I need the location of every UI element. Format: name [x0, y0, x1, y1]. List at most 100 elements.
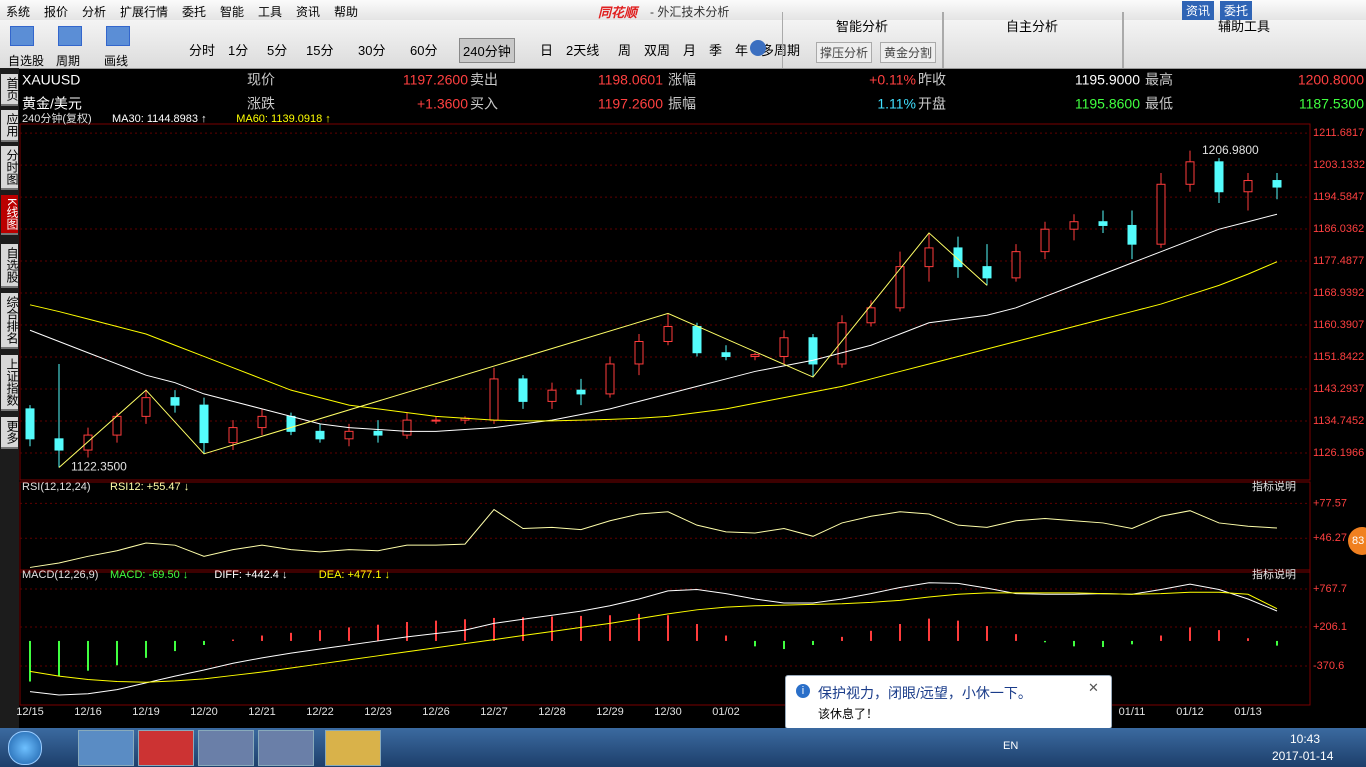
menu-item[interactable]: 报价 [44, 5, 69, 19]
tool-label[interactable]: 画线 [104, 54, 129, 68]
period-button[interactable]: 月 [683, 43, 697, 58]
candle-body [286, 415, 296, 432]
popup: i 保护视力，闭眼/远望，小休一下。 该休息了！ ✕ [785, 675, 1112, 729]
quote-cell: +0.11% [869, 72, 916, 88]
menu-item[interactable]: 工具 [258, 5, 283, 19]
candle-body [547, 389, 557, 402]
task-icon[interactable] [78, 730, 134, 766]
quote-cell: 1200.8000 [1298, 72, 1364, 88]
start-button[interactable] [8, 731, 42, 765]
menu-item[interactable]: 帮助 [334, 5, 359, 19]
quote-cell: 1198.0601 [598, 72, 663, 88]
panel-frame [19, 569, 1311, 706]
candle-body [808, 337, 818, 365]
quote-cell: 最高 [1145, 72, 1173, 88]
menu-item[interactable]: 委托 [182, 5, 207, 19]
popup-title: 保护视力，闭眼/远望，小休一下。 [818, 685, 1032, 701]
candle-body [1040, 228, 1050, 253]
y-tick-label: 1134.7452 [1313, 415, 1364, 427]
sidebar-tab[interactable]: 首页 [1, 74, 19, 106]
title-button[interactable]: 委托 [1220, 1, 1253, 20]
y-tick-label: +77.57 [1313, 497, 1347, 509]
y-tick-label: 1194.5847 [1313, 191, 1364, 203]
sidebar-tab[interactable]: K线图 [1, 195, 19, 236]
panel-button[interactable]: 黄金分割 [880, 42, 937, 63]
indicator-button: 指标说明 [1252, 567, 1296, 581]
x-tick-label: 12/22 [306, 706, 334, 718]
sidebar-tab[interactable]: 自选股 [1, 244, 19, 288]
task-icon[interactable] [325, 730, 381, 766]
panel [782, 12, 944, 68]
panel-title: 智能分析 [836, 19, 889, 34]
task-icon[interactable] [258, 730, 314, 766]
period-button[interactable]: 30分 [358, 43, 386, 58]
close-button[interactable]: ✕ [1088, 680, 1099, 695]
candle-body [895, 266, 905, 309]
panel-title: RSI(12,12,24) [22, 481, 90, 493]
candle-body [982, 266, 992, 279]
candle-body [402, 419, 412, 436]
settings-icon[interactable] [750, 40, 766, 56]
quote-cell: 昨收 [918, 72, 946, 88]
period-button[interactable]: 5分 [267, 43, 288, 58]
period-button[interactable]: 1分 [228, 43, 249, 58]
sidebar-tab[interactable]: 分时图 [1, 146, 19, 190]
candle-body [1185, 161, 1195, 185]
menu-item[interactable]: 资讯 [296, 5, 321, 19]
quote-cell: 1.11% [877, 96, 916, 112]
panel-title: 自主分析 [1006, 19, 1059, 34]
candle-body [344, 430, 354, 440]
quote-cell: 现价 [247, 72, 275, 88]
period-button[interactable]: 日 [540, 43, 554, 58]
period-button[interactable]: 年 [735, 43, 749, 58]
candle-body [1214, 161, 1224, 193]
legend-entry: MA60: 1139.0918 ↑ [236, 113, 331, 125]
panel-button[interactable]: 撑压分析 [816, 42, 873, 63]
sidebar-tab[interactable]: 更多 [1, 417, 19, 449]
title-button[interactable]: 资讯 [1182, 1, 1215, 20]
candle-body [605, 363, 615, 395]
menu-item[interactable]: 分析 [82, 5, 107, 19]
sidebar-tab[interactable]: 综合排名 [1, 293, 19, 349]
badge-text: 83 [1352, 535, 1364, 547]
sidebar-tab[interactable]: 应用 [1, 110, 19, 142]
chart-area: XAUUSD 现价 1197.2600 卖出 1198.0601 涨幅 +0.11% 昨收 11… [16, 72, 1366, 718]
window-title: - 外汇技术分析 [650, 5, 730, 19]
menu-bar: 同花顺 - 外汇技术分析 系统 报价 分析 扩展行情 委托 智能 工具 资讯 帮助 资讯 委托 [0, 0, 1366, 20]
tool-label[interactable]: 周期 [56, 54, 81, 68]
period-button[interactable]: 240分钟 [459, 38, 515, 63]
candle-body [112, 415, 122, 436]
period-button[interactable]: 60分 [410, 43, 438, 58]
legend-entry: DEA: +477.1 ↓ [319, 569, 390, 581]
period-button[interactable]: 15分 [306, 43, 334, 58]
candle-body [25, 408, 35, 440]
indicator-button: 指标说明 [1252, 479, 1296, 493]
menu-item[interactable]: 系统 [6, 5, 31, 19]
candle-body [634, 340, 644, 365]
ma-line [29, 213, 1278, 432]
period-button[interactable]: 季 [709, 43, 723, 58]
tool-icon[interactable] [10, 26, 34, 46]
quote-cell: 黄金/美元 [22, 96, 82, 112]
candle-body [228, 427, 238, 444]
y-tick-label: 1203.1332 [1313, 159, 1365, 171]
y-tick-label: 1177.4877 [1313, 255, 1364, 267]
tool-icon[interactable] [58, 26, 82, 46]
quote-cell: +1.3600 [417, 96, 468, 112]
period-button[interactable]: 双周 [644, 43, 671, 58]
sidebar-tab[interactable]: 上证指数 [1, 355, 19, 411]
task-icon[interactable] [138, 730, 194, 766]
period-button[interactable]: 周 [618, 43, 632, 58]
period-button[interactable]: 多周期 [761, 43, 801, 58]
menu-item[interactable]: 扩展行情 [120, 5, 169, 19]
panel-title: MACD(12,26,9) [22, 569, 98, 581]
legend-entry: MA30: 1144.8983 ↑ [112, 113, 207, 125]
period-button[interactable]: 分时 [189, 43, 216, 58]
tool-icon[interactable] [106, 26, 130, 46]
tool-label[interactable]: 自选股 [8, 54, 45, 68]
task-icon[interactable] [198, 730, 254, 766]
y-tick-label: 1151.8422 [1313, 351, 1364, 363]
period-button[interactable]: 2天线 [566, 43, 600, 58]
candle-body [953, 247, 963, 268]
menu-item[interactable]: 智能 [220, 5, 245, 19]
